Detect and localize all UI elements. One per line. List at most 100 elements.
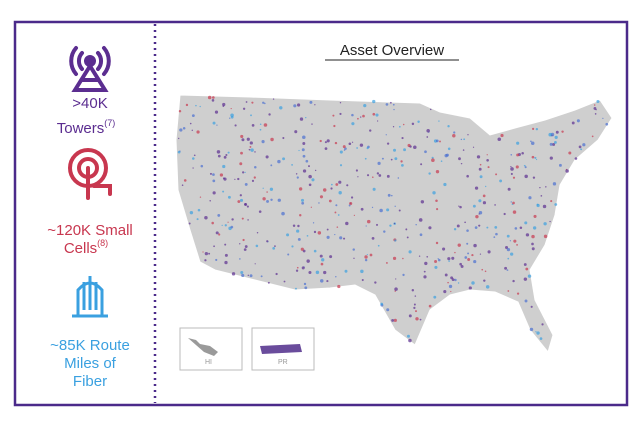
map-dot xyxy=(348,142,352,146)
map-dot xyxy=(394,205,396,207)
map-dot xyxy=(364,255,368,259)
map-dot xyxy=(543,222,547,226)
map-dot xyxy=(344,269,348,273)
map-dot xyxy=(212,96,215,99)
map-dot xyxy=(224,224,227,227)
map-dot xyxy=(239,243,241,245)
map-dot xyxy=(504,266,508,270)
map-dot xyxy=(308,165,310,168)
map-dot xyxy=(450,290,452,293)
map-dot xyxy=(409,145,412,148)
map-dot xyxy=(246,137,250,141)
map-dot xyxy=(308,174,312,179)
map-dot xyxy=(282,157,286,161)
map-dot xyxy=(393,108,395,111)
map-dot xyxy=(436,208,439,211)
map-dot xyxy=(240,151,243,155)
map-dot xyxy=(512,210,517,214)
map-dot xyxy=(181,184,184,186)
map-dot xyxy=(222,102,226,107)
map-dot xyxy=(528,196,532,200)
map-dot xyxy=(376,172,380,175)
map-dot xyxy=(199,105,201,108)
map-dot xyxy=(593,104,596,106)
map-dot xyxy=(494,226,498,229)
map-dot xyxy=(447,125,450,128)
map-dot xyxy=(383,230,386,233)
map-dot xyxy=(319,139,322,143)
map-dot xyxy=(363,104,367,108)
map-dot xyxy=(281,211,285,216)
map-dot xyxy=(447,257,451,261)
map-dot xyxy=(241,138,245,142)
map-dot xyxy=(364,157,367,160)
map-dot xyxy=(486,158,489,162)
map-dot xyxy=(266,191,268,193)
map-dot xyxy=(402,273,405,277)
map-dot xyxy=(301,201,305,205)
map-dot xyxy=(452,134,456,138)
map-dot xyxy=(196,130,200,134)
footnote-ref: (7) xyxy=(104,118,115,128)
map-dot xyxy=(440,160,443,162)
footnote-ref: (8) xyxy=(97,238,108,248)
map-dot xyxy=(386,208,390,212)
map-dot xyxy=(339,164,343,167)
map-dot xyxy=(408,338,412,343)
map-dot xyxy=(269,187,274,191)
map-dot xyxy=(593,106,597,110)
map-dot xyxy=(525,233,530,237)
map-dot xyxy=(472,204,476,208)
map-dot xyxy=(512,201,515,205)
map-dot xyxy=(297,237,301,241)
map-dot xyxy=(262,187,264,189)
map-dot xyxy=(351,141,354,143)
map-dot xyxy=(339,236,343,240)
map-dot xyxy=(524,221,528,225)
map-dot xyxy=(189,122,192,125)
map-dot xyxy=(182,126,186,130)
map-dot xyxy=(532,226,537,230)
map-dot xyxy=(259,128,262,131)
map-dot xyxy=(458,205,460,207)
stat-text: >40K xyxy=(72,95,107,112)
map-dot xyxy=(405,228,408,231)
map-dot xyxy=(464,221,466,224)
map-dot xyxy=(495,232,498,236)
map-dot xyxy=(507,187,511,191)
map-dot xyxy=(554,141,557,144)
map-dot xyxy=(478,213,480,215)
map-dot xyxy=(355,169,359,172)
map-dot xyxy=(202,251,204,253)
map-dot xyxy=(295,173,298,175)
map-dot xyxy=(179,128,183,132)
map-dot xyxy=(448,260,450,262)
map-dot xyxy=(255,244,259,248)
map-dot xyxy=(525,267,529,271)
map-dot xyxy=(333,124,336,128)
map-dot xyxy=(319,254,323,258)
map-dot xyxy=(428,172,431,175)
map-dot xyxy=(473,243,477,248)
map-dot xyxy=(574,157,578,160)
map-dot xyxy=(460,138,463,141)
map-dot xyxy=(353,257,355,260)
map-dot xyxy=(216,150,221,154)
map-dot xyxy=(510,153,513,156)
stat-text: ~85K Route xyxy=(50,337,130,354)
map-dot xyxy=(241,273,245,278)
map-dot xyxy=(394,157,398,161)
map-dot xyxy=(450,276,454,280)
map-dot xyxy=(392,103,395,106)
map-dot xyxy=(523,263,527,266)
map-dot xyxy=(390,158,393,161)
map-dot xyxy=(188,222,191,225)
map-dot xyxy=(432,191,436,195)
map-dot xyxy=(302,169,307,173)
map-dot xyxy=(391,318,395,322)
map-dot xyxy=(431,156,434,159)
map-dot xyxy=(314,104,316,106)
map-dot xyxy=(390,194,393,197)
map-dot xyxy=(314,169,317,172)
